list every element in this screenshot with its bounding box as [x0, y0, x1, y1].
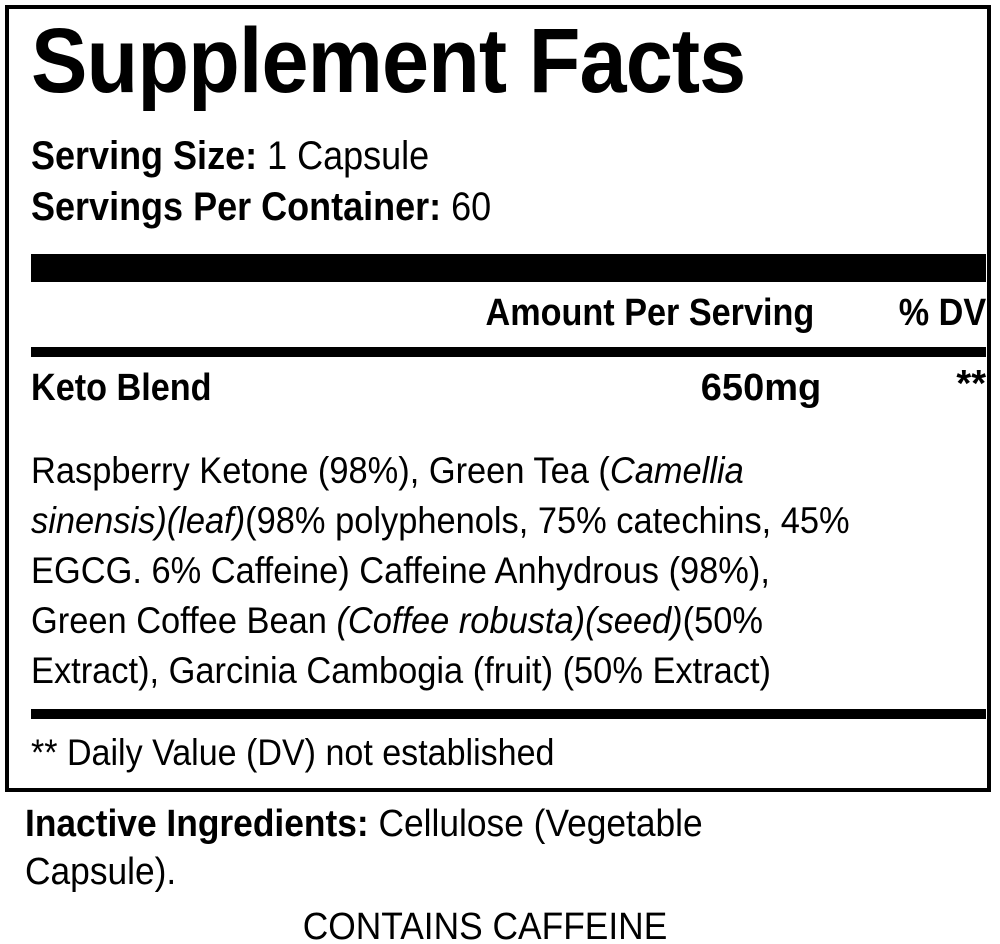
servings-per-container-label: Servings Per Container: — [31, 185, 442, 229]
serving-size-value: 1 Capsule — [267, 134, 430, 178]
panel-title: Supplement Facts — [31, 10, 746, 112]
serving-size-line: Serving Size: 1 Capsule — [31, 134, 429, 178]
blend-amount: 650mg — [700, 367, 822, 409]
ingredient-italic-coffee: (Coffee robusta)(seed) — [336, 600, 683, 641]
ingredient-part-1: Raspberry Ketone (98%), Green Tea ( — [31, 450, 610, 491]
ingredient-italic-camellia: Camellia sinensis)(leaf) — [31, 450, 744, 541]
serving-size-label: Serving Size: — [31, 134, 258, 178]
daily-value-footnote: ** Daily Value (DV) not established — [31, 732, 555, 773]
servings-per-container-line: Servings Per Container: 60 — [31, 185, 491, 229]
ingredient-list: Raspberry Ketone (98%), Green Tea (Camel… — [31, 446, 873, 696]
contains-caffeine-warning: CONTAINS CAFFEINE — [302, 906, 668, 944]
inactive-ingredients-value: Cellulose (Vegetable Capsule). — [25, 803, 703, 893]
ingredient-part-2: (98% polyphenols, 75% catechins, 45% EGC… — [31, 500, 850, 641]
rule-medium-divider — [31, 347, 986, 357]
below-panel-content: Inactive Ingredients: Cellulose (Vegetab… — [25, 800, 975, 944]
panel-inner: Supplement Facts Serving Size: 1 Capsule… — [29, 9, 986, 788]
rule-thick-divider — [31, 254, 986, 282]
servings-per-container-value: 60 — [451, 185, 492, 229]
inactive-ingredients-label: Inactive Ingredients: — [25, 803, 369, 845]
table-row: Keto Blend 650mg ** — [31, 363, 986, 412]
blend-name: Keto Blend — [31, 367, 212, 409]
column-header-row: Amount Per Serving % DV — [31, 292, 986, 336]
rule-footnote-divider — [31, 709, 986, 719]
inactive-ingredients-line: Inactive Ingredients: Cellulose (Vegetab… — [25, 800, 848, 896]
percent-dv-header: % DV — [898, 292, 986, 334]
supplement-facts-panel: Supplement Facts Serving Size: 1 Capsule… — [5, 5, 991, 792]
ingredient-part-3: (50% Extract), Garcinia Cambogia (fruit)… — [31, 600, 772, 691]
blend-daily-value: ** — [956, 363, 986, 405]
amount-per-serving-header: Amount Per Serving — [485, 292, 814, 334]
